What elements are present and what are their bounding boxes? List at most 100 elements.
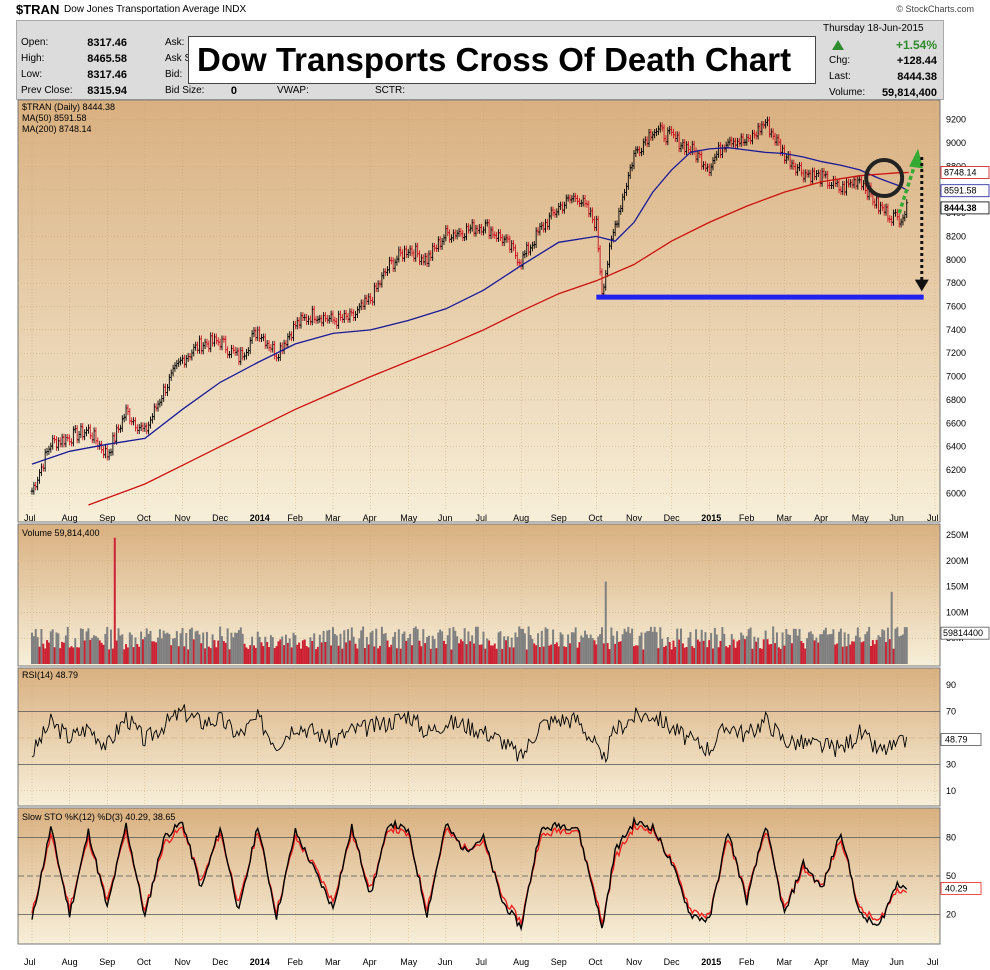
price-tick-label: 7400 bbox=[946, 325, 966, 335]
volume-bar bbox=[136, 644, 139, 664]
volume-bar bbox=[561, 634, 564, 664]
sto-k-line bbox=[31, 815, 908, 932]
volume-bar bbox=[901, 634, 904, 664]
volume-bar bbox=[768, 644, 771, 664]
volume-bar bbox=[324, 641, 327, 664]
volume-bar bbox=[550, 644, 553, 664]
volume-bar bbox=[578, 642, 581, 664]
volume-bar bbox=[612, 635, 615, 664]
cross-circle-annotation bbox=[864, 158, 905, 199]
volume-bar bbox=[339, 633, 342, 664]
volume-bar bbox=[224, 642, 227, 664]
price-tick-label: 8200 bbox=[946, 231, 966, 241]
volume-bar bbox=[480, 644, 483, 664]
month-label-bottom: May bbox=[852, 957, 870, 967]
volume-bar bbox=[894, 628, 897, 664]
volume-bar bbox=[382, 633, 385, 664]
volume-bar bbox=[322, 630, 325, 664]
volume-bar bbox=[676, 628, 679, 664]
volume-bar bbox=[424, 643, 427, 664]
volume-bar bbox=[111, 648, 114, 664]
volume-bar bbox=[134, 637, 137, 664]
volume-bar bbox=[689, 632, 692, 664]
volume-bar bbox=[851, 641, 854, 664]
volume-bar bbox=[486, 638, 489, 664]
volume-bar bbox=[371, 630, 374, 664]
volume-bar bbox=[91, 637, 94, 664]
volume-bar bbox=[211, 634, 214, 664]
volume-bar bbox=[397, 629, 400, 664]
month-label-bottom: Feb bbox=[287, 957, 303, 967]
volume-bar bbox=[854, 635, 857, 664]
volume-bar bbox=[441, 631, 444, 664]
volume-bar bbox=[832, 629, 835, 664]
volume-bar bbox=[736, 641, 739, 664]
volume-bar bbox=[632, 646, 635, 664]
volume-bar bbox=[721, 627, 724, 664]
volume-bar bbox=[72, 647, 75, 664]
volume-bar bbox=[792, 628, 795, 664]
volume-bar bbox=[444, 644, 447, 664]
volume-bar bbox=[875, 639, 878, 664]
volume-bar bbox=[567, 634, 570, 664]
volume-bar bbox=[862, 641, 865, 664]
volume-bar bbox=[128, 632, 131, 664]
volume-bar bbox=[228, 649, 231, 664]
volume-bar bbox=[140, 631, 143, 664]
volume-bar bbox=[617, 641, 620, 664]
volume-bar bbox=[582, 637, 585, 664]
volume-bar bbox=[55, 632, 58, 664]
month-label-bottom: Nov bbox=[626, 957, 643, 967]
volume-bar bbox=[117, 628, 120, 664]
month-label-top: Oct bbox=[588, 513, 603, 523]
volume-bar bbox=[698, 641, 701, 664]
volume-bar bbox=[177, 646, 180, 664]
volume-bar bbox=[864, 634, 867, 664]
volume-bar bbox=[196, 630, 199, 664]
volume-bar bbox=[36, 637, 39, 664]
volume-bar bbox=[559, 632, 562, 664]
price-tick-label: 6400 bbox=[946, 442, 966, 452]
volume-bar bbox=[219, 626, 222, 664]
volume-bar bbox=[330, 645, 333, 664]
volume-bar bbox=[629, 633, 632, 664]
volume-bar bbox=[390, 644, 393, 664]
volume-bar bbox=[446, 635, 449, 664]
volume-bar bbox=[625, 631, 628, 664]
volume-bar bbox=[98, 640, 101, 664]
volume-bar bbox=[702, 640, 705, 664]
volume-bar bbox=[247, 648, 250, 664]
volume-bar bbox=[836, 643, 839, 664]
volume-bar bbox=[817, 642, 820, 664]
volume-bar bbox=[727, 647, 730, 664]
month-label-bottom: Apr bbox=[363, 957, 377, 967]
volume-bar bbox=[399, 648, 402, 664]
volume-bar bbox=[433, 639, 436, 664]
rsi-tick-label: 10 bbox=[946, 786, 956, 796]
volume-bar bbox=[179, 633, 182, 664]
volume-bar bbox=[725, 646, 728, 664]
volume-bar bbox=[226, 628, 229, 664]
month-label-top: 2014 bbox=[250, 513, 270, 523]
volume-bar bbox=[249, 645, 252, 664]
volume-bar bbox=[202, 632, 205, 664]
volume-bar bbox=[623, 628, 626, 664]
volume-bar bbox=[439, 629, 442, 664]
volume-bar bbox=[710, 632, 713, 664]
volume-bar bbox=[482, 631, 485, 664]
volume-bar bbox=[160, 638, 163, 664]
volume-bar bbox=[533, 643, 536, 664]
volume-bar bbox=[410, 645, 413, 664]
volume-bar bbox=[679, 628, 682, 664]
stockcharts-credit[interactable]: © StockCharts.com bbox=[896, 4, 974, 14]
volume-tick-label: 200M bbox=[946, 556, 969, 566]
volume-bar bbox=[373, 646, 376, 664]
volume-bar bbox=[209, 648, 212, 664]
change-label: Chg: bbox=[829, 55, 851, 66]
volume-bar bbox=[824, 627, 827, 664]
volume-bar bbox=[766, 639, 769, 664]
volume-bar bbox=[258, 636, 261, 664]
volume-bar bbox=[183, 646, 186, 664]
price-tag-label: 8444.38 bbox=[944, 203, 977, 213]
month-label-bottom: Jul bbox=[475, 957, 487, 967]
